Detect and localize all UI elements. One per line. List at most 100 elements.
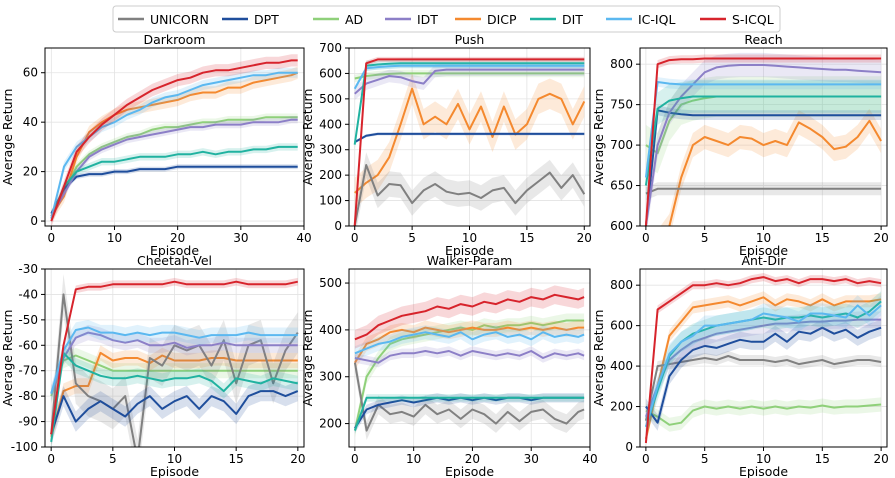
y-tick-label: 200 xyxy=(319,417,342,431)
y-tick-label: 400 xyxy=(319,117,342,131)
band-dit xyxy=(645,291,882,437)
y-tick-label: 0 xyxy=(334,219,342,233)
series-line-idt xyxy=(354,68,585,95)
legend-label-dpt: DPT xyxy=(254,12,279,27)
legend-label-ic-iql: IC-IQL xyxy=(638,12,675,27)
y-tick-label: -50 xyxy=(18,313,38,327)
band-idt xyxy=(645,311,882,425)
x-axis-label: Episode xyxy=(739,464,788,478)
x-tick-label: 20 xyxy=(577,231,592,245)
series-line-s-icql xyxy=(644,276,882,444)
x-tick-label: 15 xyxy=(815,452,830,466)
y-tick-label: 600 xyxy=(610,319,633,333)
band-ad xyxy=(354,313,585,438)
y-tick-label: 750 xyxy=(610,98,633,112)
band-idt xyxy=(354,63,585,101)
y-tick-label: -60 xyxy=(18,338,38,352)
x-tick-label: 0 xyxy=(351,452,359,466)
series-line-dit xyxy=(50,351,298,443)
series-line-dit xyxy=(644,95,882,186)
y-axis-label: Average Return xyxy=(591,310,606,407)
y-axis-label: Average Return xyxy=(0,310,15,407)
legend-label-s-icql: S-ICQL xyxy=(732,12,774,27)
panel-darkroom: 0 10 20 30 40 0 20 40 60 Darkroom Episode Average R… xyxy=(0,32,312,258)
y-tick-label: 800 xyxy=(610,278,633,292)
series-line-unicorn xyxy=(353,164,586,226)
x-tick-label: 40 xyxy=(296,231,311,245)
series-line-s-icql xyxy=(644,57,882,226)
x-tick-label: 5 xyxy=(701,231,709,245)
x-tick-label: 20 xyxy=(873,231,888,245)
x-tick-label: 20 xyxy=(170,231,185,245)
y-tick-label: 600 xyxy=(319,66,342,80)
y-tick-label: 500 xyxy=(319,276,342,290)
band-dpt xyxy=(645,319,882,431)
panel-title: Cheetah-Vel xyxy=(137,253,212,268)
x-tick-label: 0 xyxy=(351,231,359,245)
series-line-dpt xyxy=(354,132,585,143)
panel-title: Darkroom xyxy=(144,32,206,47)
series-line-unicorn xyxy=(353,362,585,432)
series-line-unicorn xyxy=(644,355,882,421)
x-tick-label: 10 xyxy=(167,452,182,466)
series-line-ad xyxy=(354,72,585,80)
x-tick-label: 15 xyxy=(815,231,830,245)
band-ad xyxy=(51,347,298,404)
x-tick-label: 10 xyxy=(406,452,421,466)
x-tick-label: 5 xyxy=(408,231,416,245)
x-tick-label: 30 xyxy=(233,231,248,245)
y-tick-label: 100 xyxy=(319,194,342,208)
legend: UNICORN DPT AD IDT DICP DIT IC-IQL S-ICQL xyxy=(112,5,781,33)
series-line-unicorn xyxy=(50,293,299,447)
panel-ant-dir: 0 5 10 15 200200400600800Ant-DirEpisodeAvera… xyxy=(591,253,889,478)
series-line-ad xyxy=(353,319,585,431)
band-idt xyxy=(354,346,585,368)
y-tick-label: 300 xyxy=(319,143,342,157)
x-tick-label: 0 xyxy=(642,452,650,466)
series-line-idt xyxy=(354,350,585,364)
series-line-dpt xyxy=(50,165,298,215)
panel-title: Reach xyxy=(744,32,782,47)
series-line-s-icql xyxy=(50,59,298,222)
series-line-unicorn xyxy=(645,187,882,195)
y-tick-label: 60 xyxy=(23,66,38,80)
band-dicp xyxy=(51,345,298,445)
series-line-dit xyxy=(353,62,585,145)
series-line-dpt xyxy=(644,109,882,226)
plot-area xyxy=(644,52,882,226)
x-tick-label: 5 xyxy=(109,452,117,466)
band-dicp xyxy=(660,108,882,226)
y-tick-label: -30 xyxy=(18,262,38,276)
y-tick-label: 20 xyxy=(23,165,38,179)
series-line-dicp xyxy=(668,119,882,226)
band-dpt xyxy=(51,380,298,445)
y-tick-label: 400 xyxy=(319,323,342,337)
band-dpt xyxy=(645,105,882,226)
series-line-s-icql xyxy=(354,293,585,341)
x-axis-label: Episode xyxy=(445,243,494,258)
panel-title: Ant-Dir xyxy=(741,253,786,268)
series-line-dicp xyxy=(50,71,299,217)
panel-title: Push xyxy=(455,32,485,47)
y-tick-label: 700 xyxy=(610,138,633,152)
series-line-idt xyxy=(644,318,882,418)
panel-cheetah-vel: 0 5 10 15 20 -100 -90 -80 -70 -60 -50 -40 -30 Cheetah… xyxy=(0,253,305,478)
band-dicp xyxy=(51,66,298,223)
series-line-dpt xyxy=(645,326,882,424)
series-line-idt xyxy=(50,118,298,217)
band-unicorn xyxy=(354,152,585,226)
band-unicorn xyxy=(645,182,882,201)
y-tick-label: -80 xyxy=(18,389,38,403)
band-ic-iql xyxy=(51,67,298,224)
series-line-ad xyxy=(50,354,298,397)
ticks: 0 10 20 30 40 200 300 400 500 xyxy=(319,276,598,466)
y-tick-label: -40 xyxy=(18,287,38,301)
x-tick-label: 10 xyxy=(756,452,771,466)
series-line-dit xyxy=(50,145,298,219)
band-ic-iql xyxy=(645,295,882,437)
panel-reach: 0 5 10 15 20 600 650 700 750 800 Reach Episode Avera… xyxy=(591,32,889,258)
y-axis-label: Average Return xyxy=(0,89,15,186)
band-idt xyxy=(51,324,298,402)
x-tick-label: 15 xyxy=(229,452,244,466)
